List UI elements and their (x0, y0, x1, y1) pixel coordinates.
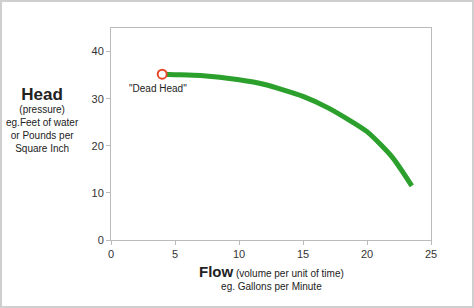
svg-text:20: 20 (92, 140, 104, 152)
svg-text:30: 30 (92, 93, 104, 105)
svg-text:15: 15 (297, 248, 309, 260)
svg-text:0: 0 (108, 248, 114, 260)
svg-text:25: 25 (425, 248, 437, 260)
svg-text:0: 0 (98, 234, 104, 246)
svg-text:10: 10 (92, 187, 104, 199)
svg-text:"Dead Head": "Dead Head" (129, 83, 187, 94)
svg-text:10: 10 (233, 248, 245, 260)
svg-text:Flow (volume per unit of time): Flow (volume per unit of time)eg. Gallon… (199, 263, 344, 292)
svg-text:Head(pressure)eg.Feet of water: Head(pressure)eg.Feet of wateror Pounds … (6, 85, 79, 154)
svg-text:20: 20 (361, 248, 373, 260)
svg-text:40: 40 (92, 45, 104, 57)
svg-text:5: 5 (172, 248, 178, 260)
